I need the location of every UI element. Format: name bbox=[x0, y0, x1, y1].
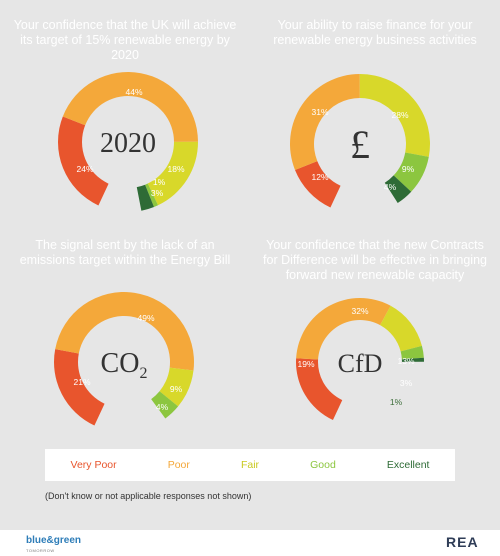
gauge-segment-very-poor bbox=[296, 358, 343, 421]
gauge-label-good: 3% bbox=[400, 378, 413, 388]
gauge-title: The signal sent by the lack of an emissi… bbox=[19, 238, 231, 267]
co2-text: CO bbox=[101, 348, 140, 379]
gauge-segment-fair bbox=[380, 305, 422, 352]
legend-very-poor: Very Poor bbox=[70, 459, 117, 471]
gauge-segment-poor bbox=[290, 74, 360, 170]
gauge-segment-poor bbox=[55, 292, 195, 371]
gauge-title: Your ability to raise finance for your r… bbox=[273, 18, 477, 47]
gauge-label-very-poor: 24% bbox=[76, 164, 93, 174]
gauge-label-poor: 49% bbox=[137, 313, 154, 323]
gauge-segment-excellent bbox=[384, 175, 412, 203]
rea-logo: REA bbox=[446, 534, 479, 550]
gauge-label-fair: 28% bbox=[391, 110, 408, 120]
gauge-label-excellent: 3% bbox=[151, 188, 164, 198]
logo-left-sub: TOMORROW bbox=[26, 548, 55, 553]
gauge-title: Your confidence that the new Contracts f… bbox=[263, 238, 487, 282]
gauge-segment-poor bbox=[296, 298, 391, 360]
logo-left-text: blue&green bbox=[26, 535, 82, 546]
gauge-chart: CO2 21% 49% 9%4% bbox=[53, 292, 195, 426]
gauge-segment-fair bbox=[359, 74, 430, 157]
gauge-segment-very-poor bbox=[53, 349, 105, 426]
gauge-label-poor: 32% bbox=[351, 306, 368, 316]
gauge-label-poor: 31% bbox=[311, 107, 328, 117]
gauge-label-fair: 13% bbox=[397, 356, 414, 366]
legend: Very Poor Poor Fair Good Excellent bbox=[45, 449, 455, 481]
legend-excellent: Excellent bbox=[386, 459, 430, 471]
gauge-label-excellent: 1% bbox=[390, 397, 403, 407]
gauge-center-label: CfD bbox=[338, 349, 383, 378]
gauge-segment-excellent bbox=[401, 357, 424, 362]
co2-subscript: 2 bbox=[139, 365, 147, 382]
gauge-center-label: £ bbox=[350, 122, 370, 167]
gauge-panel-2020: Your confidence that the UK will achieve… bbox=[0, 0, 250, 230]
gauge-center-label: 2020 bbox=[100, 128, 156, 159]
gauge-segment-good bbox=[151, 391, 179, 419]
gauge-panel-cfd: Your confidence that the new Contracts f… bbox=[250, 228, 500, 458]
blue-green-logo: blue&green TOMORROW bbox=[26, 536, 81, 556]
gauge-segment-good bbox=[400, 345, 424, 360]
footnote: (Don't know or not applicable responses … bbox=[45, 491, 252, 501]
gauge-label-fair: 18% bbox=[167, 164, 184, 174]
gauge-panel-co2: The signal sent by the lack of an emissi… bbox=[0, 228, 250, 458]
gauge-label-good: 1% bbox=[153, 177, 166, 187]
legend-poor: Poor bbox=[167, 459, 190, 471]
gauge-chart: 2020 24% 44% 18%1%3% bbox=[57, 71, 198, 211]
gauge-segment-poor bbox=[62, 71, 198, 142]
gauge-segment-good bbox=[145, 183, 159, 207]
gauge-title: Your confidence that the UK will achieve… bbox=[13, 18, 237, 62]
gauge-segment-very-poor bbox=[57, 116, 109, 206]
gauge-label-poor: 44% bbox=[125, 87, 142, 97]
gauge-segment-fair bbox=[147, 141, 198, 206]
gauge-label-fair: 9% bbox=[170, 384, 183, 394]
legend-fair: Fair bbox=[240, 459, 260, 471]
gauge-label-very-poor: 19% bbox=[297, 359, 314, 369]
gauge-segment-fair bbox=[159, 367, 194, 407]
gauge-label-excellent: 4% bbox=[384, 182, 397, 192]
gauge-label-good: 9% bbox=[402, 164, 415, 174]
gauge-segment-excellent bbox=[136, 184, 154, 211]
gauge-segment-very-poor bbox=[295, 161, 341, 208]
gauge-panel-finance: Your ability to raise finance for your r… bbox=[250, 0, 500, 230]
gauge-segment-good bbox=[393, 152, 429, 192]
footer: blue&green TOMORROW REA bbox=[0, 530, 500, 556]
gauge-center-label: CO2 bbox=[101, 348, 148, 382]
gauge-label-good: 4% bbox=[156, 402, 169, 412]
gauge-chart: £ 12% 31% 28% 9% 4% bbox=[290, 74, 430, 208]
legend-good: Good bbox=[310, 459, 336, 471]
gauge-label-very-poor: 21% bbox=[73, 377, 90, 387]
gauge-label-very-poor: 12% bbox=[311, 172, 328, 182]
gauge-chart: CfD 19% 32% 13% 3% 1% bbox=[296, 298, 424, 421]
